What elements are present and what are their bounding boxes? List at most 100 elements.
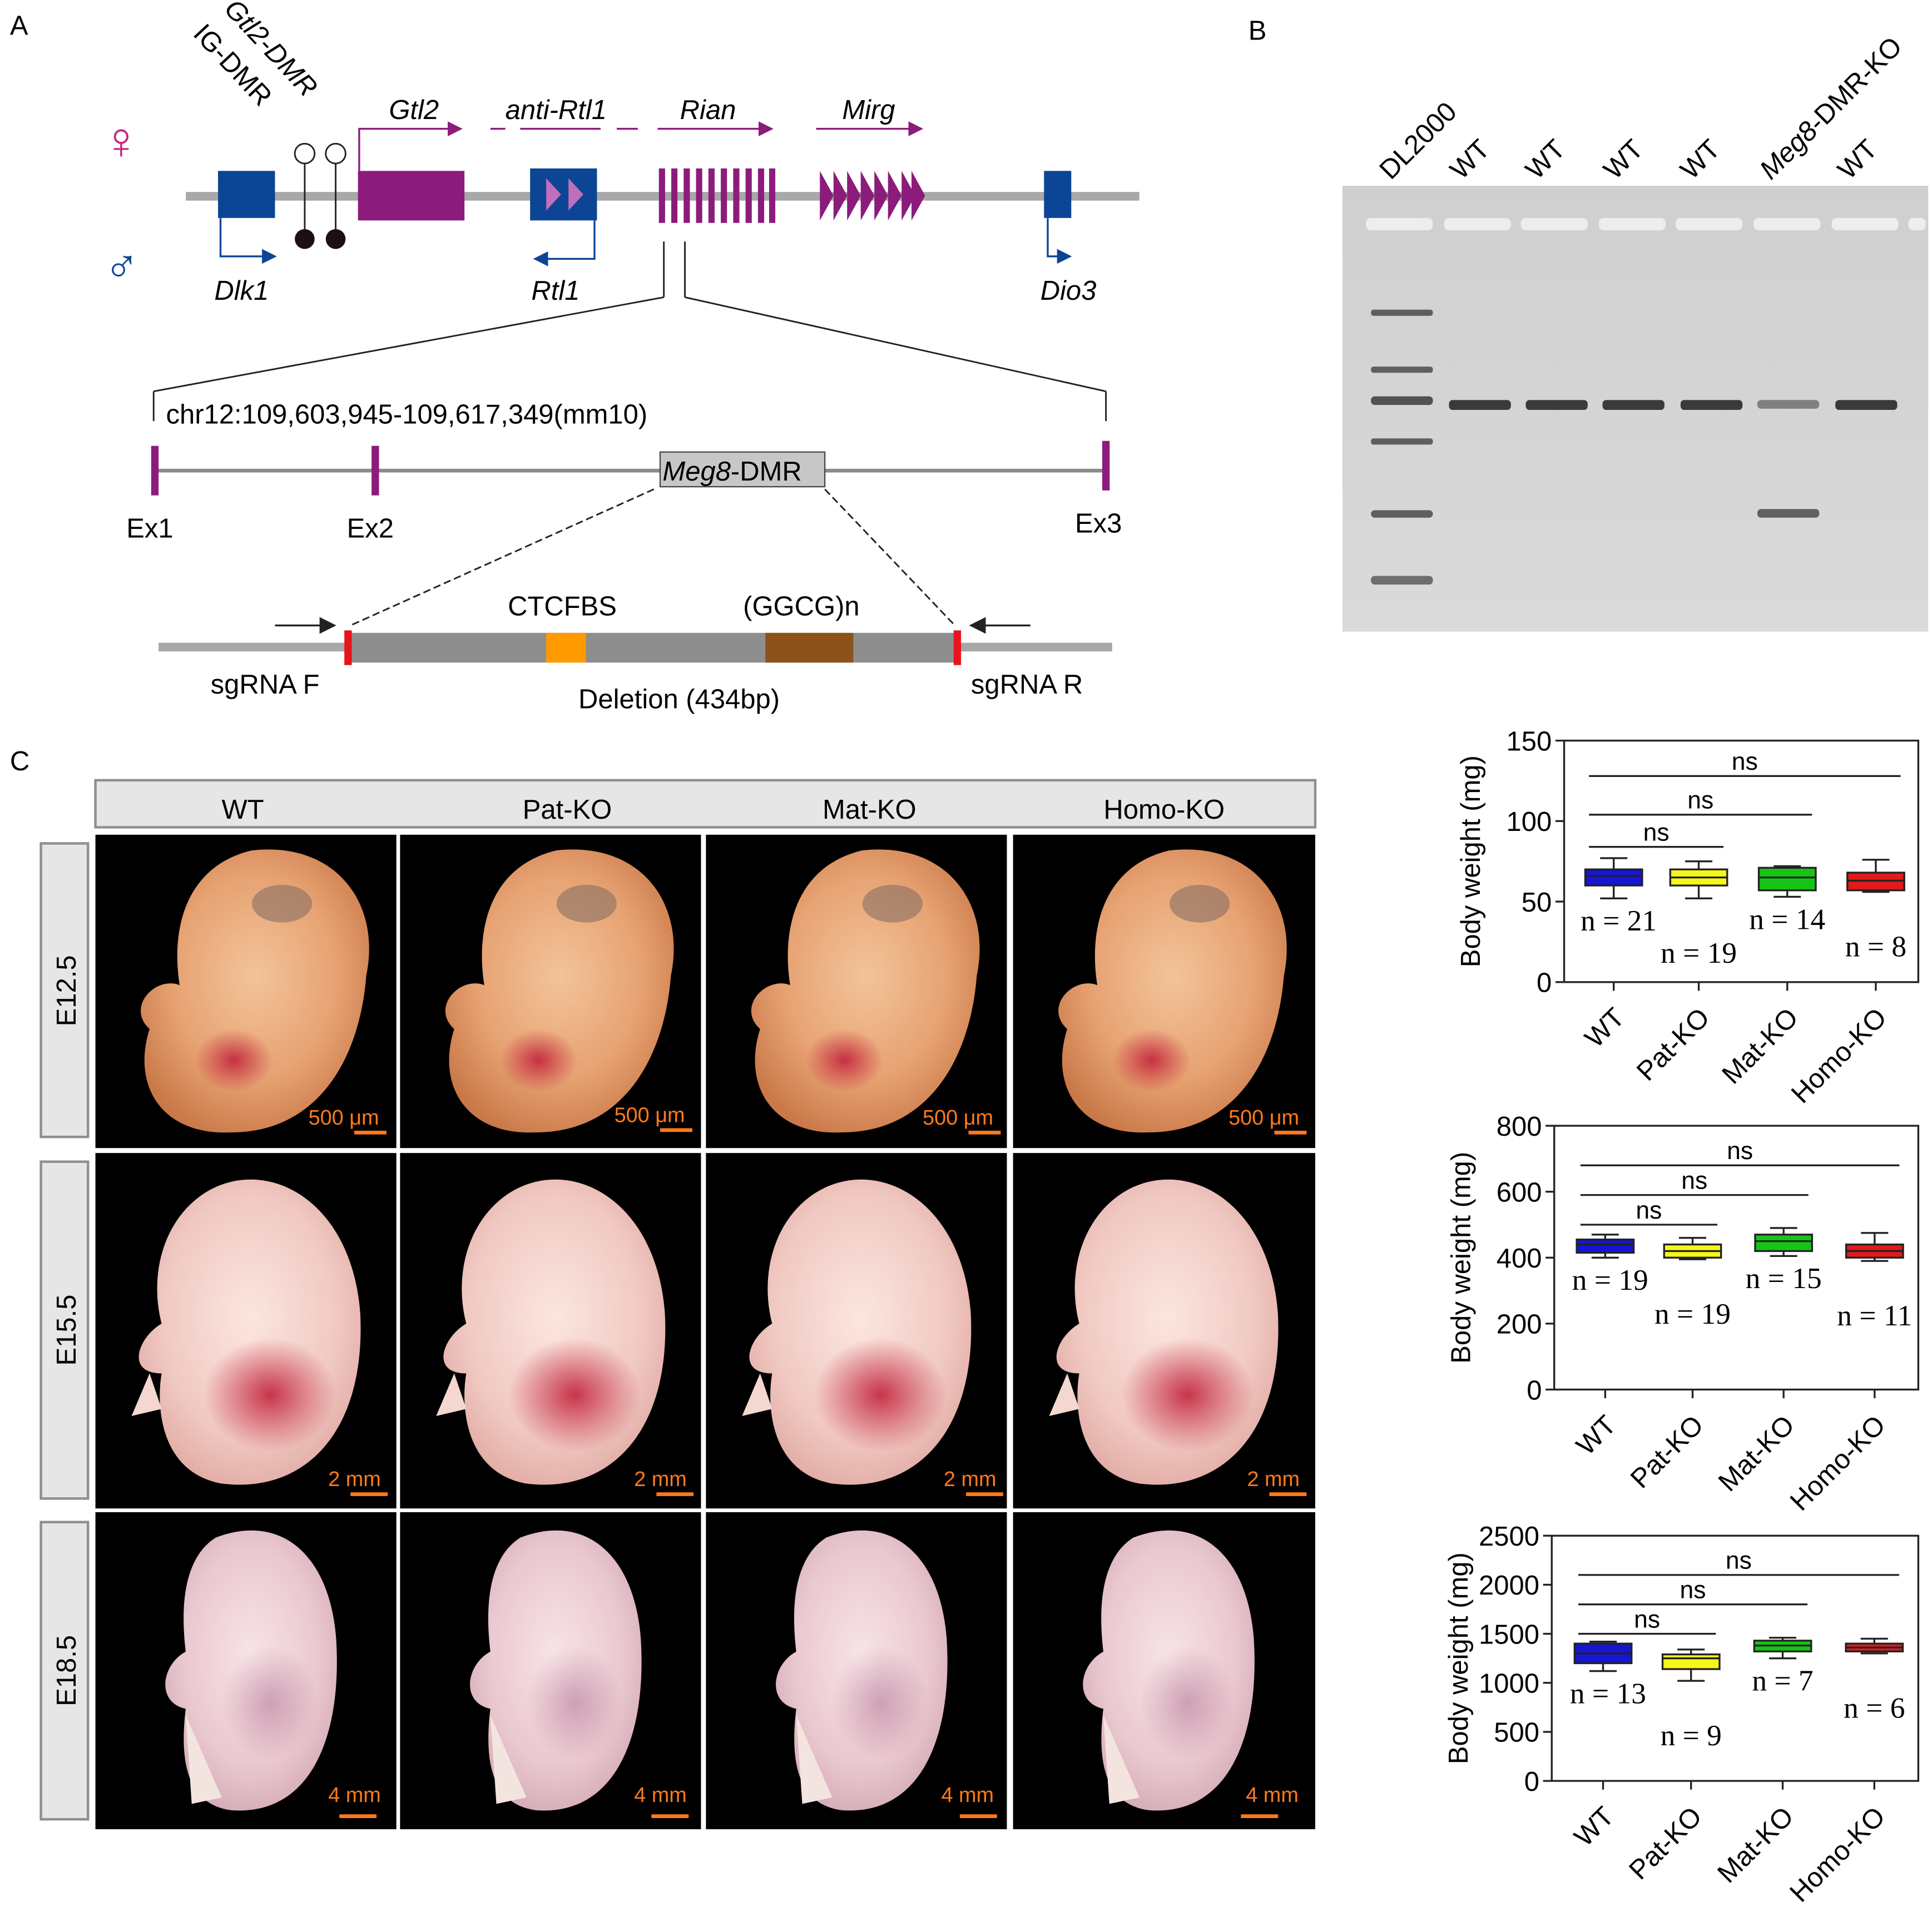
label-deletion: Deletion (434bp) <box>578 685 780 715</box>
embryo <box>1049 1179 1279 1485</box>
scale-bar-label: 500 μm <box>1228 1106 1299 1130</box>
panel-label-c: C <box>10 746 29 776</box>
gel-wells <box>1366 217 1926 231</box>
zoom-line-dashed <box>824 488 956 626</box>
scale-bar-label: 2 mm <box>328 1468 381 1491</box>
exon-label-3: Ex3 <box>1075 509 1122 539</box>
zoom-line <box>685 296 1106 393</box>
column-header-mat-ko: Mat-KO <box>823 795 917 825</box>
x-tick-label: Homo-KO <box>1784 1801 1891 1906</box>
dio3-box <box>1044 171 1072 218</box>
exon-1 <box>151 445 159 496</box>
female-symbol: ♀ <box>102 111 141 170</box>
gtl2-dmr-methylated <box>325 229 346 249</box>
gene-mirg: Mirg <box>842 95 895 125</box>
y-tick-label: 1000 <box>1479 1669 1539 1699</box>
exon-label-1: Ex1 <box>126 513 173 543</box>
gel-bands <box>1449 400 1898 518</box>
meg8-dmr-label: Meg8-DMR <box>662 457 801 487</box>
gene-dlk1: Dlk1 <box>214 276 269 306</box>
box <box>1757 867 1817 892</box>
scale-bar-label: 2 mm <box>1247 1468 1300 1491</box>
row-label-e15-5: E15.5 <box>52 1295 82 1366</box>
embryo <box>1083 1530 1255 1811</box>
scale-bar-label: 4 mm <box>328 1784 381 1807</box>
locus-coordinates: chr12:109,603,945-109,617,349(mm10) <box>166 400 648 430</box>
gene-rtl1: Rtl1 <box>531 276 579 306</box>
scale-bar-label: 500 μm <box>923 1106 993 1130</box>
lane-label-dl2000: DL2000 <box>1374 96 1462 185</box>
scale-bar-label: 2 mm <box>634 1468 687 1491</box>
gtl2-box <box>358 171 465 221</box>
label-sgrna-r: sgRNA R <box>971 670 1083 700</box>
significance-label: ns <box>1681 1167 1707 1195</box>
ig-dmr-methylated <box>295 229 315 249</box>
embryo-abdomen <box>221 1645 318 1760</box>
y-tick-label: 0 <box>1527 1375 1542 1405</box>
lane-label-wt: WT <box>1832 134 1883 185</box>
embryo-liver <box>1121 1338 1254 1452</box>
y-tick-label: 600 <box>1497 1178 1542 1208</box>
sgrna-r-site <box>953 630 962 665</box>
x-tick-label: Homo-KO <box>1786 1002 1893 1109</box>
embryo-limb <box>796 1715 833 1804</box>
embryo-limb <box>436 1373 467 1417</box>
dio3-arrow <box>1047 217 1072 264</box>
embryo <box>141 849 369 1133</box>
n-label: n = 6 <box>1844 1691 1905 1725</box>
embryo <box>776 1530 948 1811</box>
exon-3 <box>1102 440 1110 491</box>
embryo <box>470 1530 642 1811</box>
x-tick-label: Mat-KO <box>1713 1410 1800 1497</box>
gene-anti-rtl1: anti-Rtl1 <box>506 95 607 125</box>
row-label-box <box>39 1160 90 1500</box>
lane-label-meg8-dmr-ko: Meg8-DMR-KO <box>1754 31 1908 185</box>
scale-bars: 500 μm 500 μm 500 μm 500 μm 2 mm 2 mm 2 … <box>309 1103 1307 1818</box>
gene-dio3: Dio3 <box>1041 276 1097 306</box>
embryo-abdomen <box>526 1645 623 1760</box>
row-label-box <box>39 842 90 1138</box>
dlk1-arrow <box>219 217 277 264</box>
label-ctcfbs: CTCFBS <box>508 592 617 622</box>
ggcg-repeat <box>765 632 854 663</box>
significance-label: ns <box>1634 1606 1660 1633</box>
x-tick-label: Mat-KO <box>1712 1801 1799 1888</box>
panel-a: A ♀ ♂ Dlk1 IG-DMR Gtl2-DMR Gtl2 anti-Rtl… <box>10 0 1140 715</box>
x-tick-label: Mat-KO <box>1716 1002 1804 1090</box>
panel-b: B DL2000 WT WT WT WT Meg8-DMR-KO WT <box>1249 16 1929 632</box>
rtl1-box <box>530 168 597 221</box>
y-tick-label: 0 <box>1537 968 1552 998</box>
y-tick-label: 800 <box>1497 1112 1542 1142</box>
embryo-liver <box>204 1338 336 1452</box>
embryo-limb <box>1103 1715 1140 1804</box>
significance-label: ns <box>1732 748 1758 775</box>
column-header-homo-ko: Homo-KO <box>1103 795 1225 825</box>
significance-label: ns <box>1687 787 1713 814</box>
scale-bar-label: 500 μm <box>615 1103 685 1127</box>
embryo-eye-region <box>556 884 617 923</box>
n-label: n = 8 <box>1845 930 1906 963</box>
sgrna-f-site <box>344 630 352 665</box>
embryo-liver <box>1112 1029 1191 1092</box>
box <box>1754 1234 1814 1252</box>
embryo-limb <box>490 1715 527 1804</box>
y-tick-label: 400 <box>1497 1244 1542 1274</box>
lane-label-wt: WT <box>1444 134 1495 185</box>
rian-exons <box>658 168 776 223</box>
x-tick-label: Pat-KO <box>1631 1002 1716 1087</box>
label-ggcg: (GGCG)n <box>743 592 859 622</box>
embryo-illustrations <box>131 849 1287 1811</box>
scale-bar-label: 4 mm <box>941 1784 994 1807</box>
embryo-abdomen <box>832 1645 929 1760</box>
significance-label: ns <box>1680 1577 1706 1604</box>
embryo-liver <box>499 1029 578 1092</box>
gtl2-dmr-unmethylated <box>325 142 346 165</box>
y-axis-label: Body weight (mg) <box>1446 1152 1476 1364</box>
y-tick-label: 50 <box>1522 888 1552 918</box>
panel-c: C WT Pat-KO Mat-KO Homo-KO E12.5 E15.5 E… <box>10 746 1317 1829</box>
lane-label-wt: WT <box>1520 134 1571 185</box>
x-tick-label: Pat-KO <box>1623 1801 1708 1885</box>
y-tick-label: 2000 <box>1479 1571 1539 1601</box>
dlk1-box <box>218 171 275 218</box>
